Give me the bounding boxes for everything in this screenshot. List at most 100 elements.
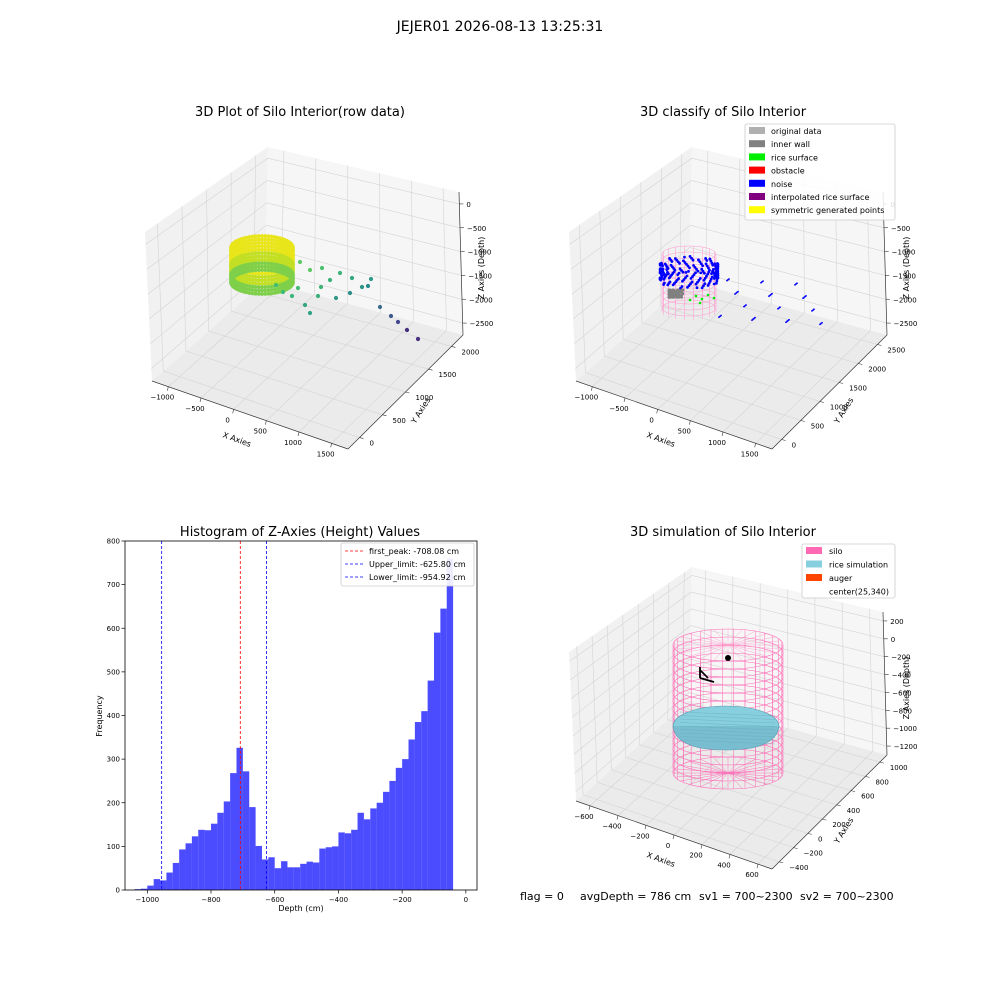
noise-point — [710, 272, 713, 275]
raw-point — [274, 283, 278, 287]
x-tick — [757, 864, 758, 868]
noise-point — [660, 271, 663, 274]
x-tick-label: 1000 — [708, 439, 726, 447]
noise-point — [695, 283, 698, 286]
noise-point — [714, 276, 717, 279]
footer-flag: flag = 0 — [520, 890, 564, 903]
raw-point — [257, 241, 261, 245]
raw-point — [369, 277, 373, 281]
x-tick-label: −800 — [201, 896, 220, 904]
center-marker — [725, 655, 731, 661]
histogram-x-axis-label: Depth (cm) — [278, 904, 323, 913]
histogram-bar — [230, 773, 236, 890]
x-tick-label: −1000 — [135, 896, 159, 904]
y-tick — [851, 791, 855, 792]
noise-point — [674, 269, 677, 272]
raw-point — [257, 261, 261, 265]
x-tick — [617, 816, 618, 820]
raw-point — [257, 265, 261, 269]
raw-point — [260, 275, 264, 279]
noise-point — [788, 319, 790, 321]
legend-label: original data — [771, 127, 822, 136]
legend-swatch — [806, 561, 822, 568]
noise-point — [707, 284, 710, 287]
histogram-bar — [402, 759, 408, 890]
raw-point — [281, 290, 285, 294]
legend-label: interpolated rice surface — [771, 193, 869, 202]
x-tick — [701, 845, 702, 849]
y-tick — [822, 819, 826, 820]
x-tick-label: 400 — [717, 861, 730, 869]
legend-label: inner wall — [771, 140, 810, 149]
noise-point — [687, 270, 690, 273]
y-tick — [837, 805, 841, 806]
raw-point — [260, 238, 264, 242]
legend-swatch — [749, 153, 765, 160]
raw-point — [260, 251, 264, 255]
legend-swatch — [749, 206, 765, 213]
raw-point — [263, 272, 267, 276]
y-tick-label: 1500 — [849, 385, 867, 393]
histogram-bar — [313, 863, 319, 890]
y-tick — [801, 421, 805, 422]
legend-swatch — [749, 127, 765, 134]
legend-label: noise — [771, 180, 792, 189]
legend-swatch — [806, 547, 822, 554]
histogram-bar — [338, 832, 344, 890]
histogram-bar — [440, 609, 446, 890]
raw-point — [260, 282, 264, 286]
x-tick-label: −600 — [265, 896, 284, 904]
y-tick — [794, 848, 798, 849]
histogram-title: Histogram of Z-Axies (Height) Values — [180, 525, 420, 540]
noise-point — [678, 262, 681, 265]
panel-raw-title: 3D Plot of Silo Interior(row data) — [195, 105, 405, 120]
x-tick-label: 0 — [649, 416, 653, 424]
inner-wall-point — [681, 289, 684, 292]
legend-label: center(25,340) — [829, 588, 889, 597]
noise-point — [715, 282, 718, 285]
y-tick-label: 300 — [107, 756, 120, 764]
noise-point — [659, 279, 662, 282]
noise-point — [660, 273, 663, 276]
y-tick-label: 500 — [107, 668, 120, 676]
noise-point — [667, 267, 670, 270]
histogram-y-axis-label: Frequency — [95, 695, 104, 737]
histogram-bar — [256, 846, 262, 890]
x-tick — [331, 443, 332, 447]
raw-point — [260, 292, 264, 296]
legend-label: silo — [829, 547, 843, 556]
y-tick-label: 600 — [107, 625, 120, 633]
histogram-bar — [224, 801, 230, 890]
x-tick-label: −500 — [185, 405, 204, 413]
raw-point — [389, 314, 393, 318]
figure-suptitle: JEJER01 2026-08-13 13:25:31 — [396, 19, 604, 35]
histogram-bar — [192, 836, 198, 890]
x-tick-label: 500 — [678, 428, 691, 436]
histogram-bar — [268, 857, 274, 890]
noise-point — [699, 272, 702, 275]
histogram-bar — [300, 864, 306, 890]
raw-point — [260, 248, 264, 252]
panel-raw-3d: 3D Plot of Silo Interior(row data) −1000… — [145, 105, 493, 458]
noise-point — [771, 293, 773, 295]
noise-point — [681, 280, 684, 283]
raw-point — [348, 291, 352, 295]
noise-point — [690, 277, 693, 280]
z-tick-label: −2500 — [470, 320, 494, 328]
noise-point — [754, 317, 756, 319]
histogram-bar — [332, 846, 338, 890]
raw-point — [416, 337, 420, 341]
histogram-bar — [198, 830, 204, 890]
noise-point — [672, 284, 675, 287]
histogram-bar — [147, 886, 153, 890]
histogram-bar — [173, 863, 179, 890]
raw-point — [260, 255, 264, 259]
y-tick — [865, 776, 869, 777]
raw-point — [350, 276, 354, 280]
x-tick-label: −1000 — [574, 394, 598, 402]
x-tick-label: 0 — [464, 896, 468, 904]
histogram-bar — [383, 792, 389, 890]
raw-point — [257, 251, 261, 255]
y-tick-label: 700 — [107, 581, 120, 589]
